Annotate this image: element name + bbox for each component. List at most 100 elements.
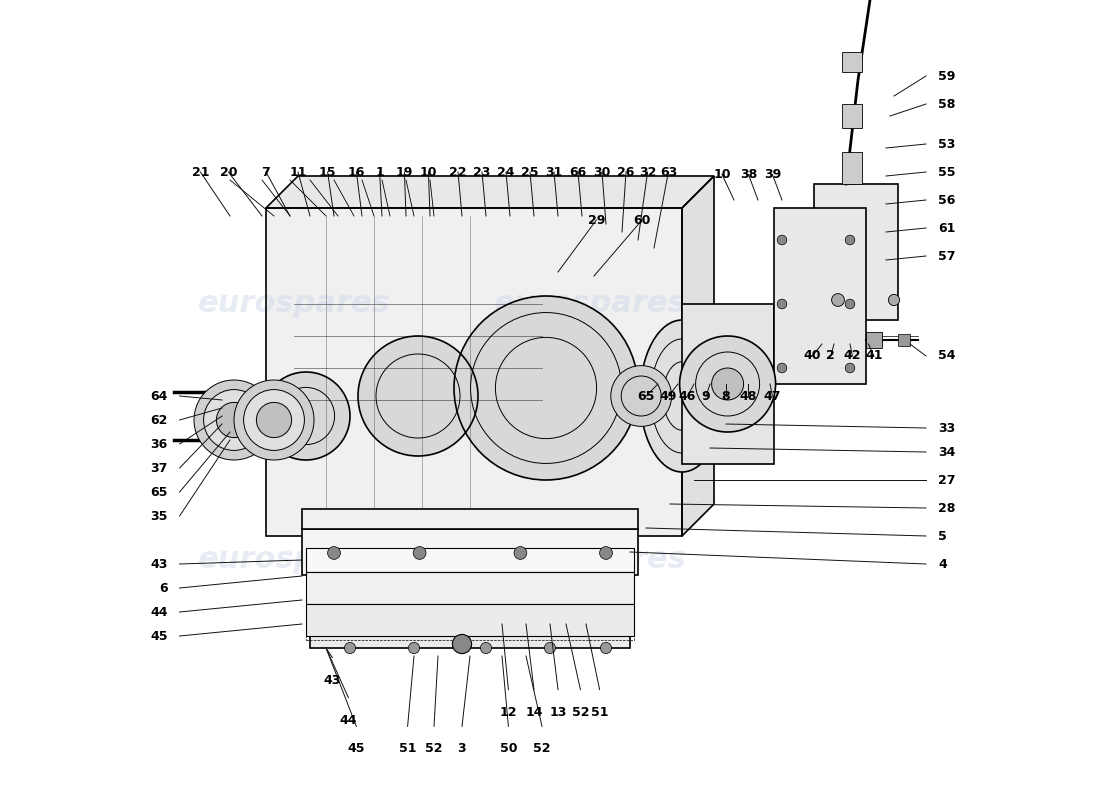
Bar [310, 582, 630, 648]
Circle shape [544, 642, 556, 654]
Text: 43: 43 [151, 558, 167, 570]
Text: 7: 7 [262, 166, 271, 178]
Text: 49: 49 [660, 390, 678, 402]
Bar [898, 334, 910, 346]
Bar [302, 530, 638, 575]
Text: 31: 31 [546, 166, 563, 178]
Text: 10: 10 [713, 168, 730, 181]
Text: 52: 52 [534, 742, 551, 755]
Text: 40: 40 [804, 350, 821, 362]
Text: 25: 25 [521, 166, 539, 178]
Text: 21: 21 [191, 166, 209, 178]
Circle shape [778, 299, 786, 309]
Bar [266, 208, 682, 536]
Text: 23: 23 [473, 166, 491, 178]
Text: 9: 9 [702, 390, 711, 402]
Text: 30: 30 [593, 166, 611, 178]
Text: 53: 53 [938, 138, 956, 150]
Circle shape [234, 380, 313, 460]
Circle shape [328, 546, 340, 559]
Circle shape [610, 366, 672, 426]
Text: 8: 8 [722, 390, 730, 402]
Bar [814, 184, 898, 320]
Text: 20: 20 [220, 166, 238, 178]
Circle shape [452, 634, 472, 654]
Text: 32: 32 [639, 166, 657, 178]
Text: 5: 5 [938, 530, 947, 542]
Text: 29: 29 [587, 214, 605, 226]
Text: 19: 19 [396, 166, 414, 178]
Text: 4: 4 [938, 558, 947, 570]
Bar [842, 52, 862, 72]
Circle shape [454, 296, 638, 480]
Text: 27: 27 [938, 474, 956, 486]
Text: 26: 26 [617, 166, 635, 178]
Text: 61: 61 [938, 222, 956, 234]
Circle shape [680, 336, 775, 432]
Circle shape [845, 235, 855, 245]
Polygon shape [266, 176, 714, 208]
Text: 52: 52 [572, 706, 590, 718]
Text: 1: 1 [375, 166, 384, 178]
Circle shape [845, 299, 855, 309]
Circle shape [262, 372, 350, 460]
Text: 65: 65 [637, 390, 654, 402]
Text: 44: 44 [340, 714, 358, 726]
Text: 37: 37 [151, 462, 167, 474]
Bar [306, 590, 634, 640]
Bar [842, 152, 862, 184]
Bar [306, 582, 634, 632]
Text: 11: 11 [289, 166, 307, 178]
Text: 12: 12 [499, 706, 517, 718]
Text: 2: 2 [826, 350, 835, 362]
Polygon shape [682, 176, 714, 536]
Text: 35: 35 [151, 510, 167, 522]
Text: 52: 52 [426, 742, 442, 755]
Text: eurospares: eurospares [494, 290, 686, 318]
Circle shape [408, 642, 419, 654]
Text: 36: 36 [151, 438, 167, 450]
Bar [774, 208, 866, 384]
Text: 56: 56 [938, 194, 956, 206]
Text: 51: 51 [399, 742, 416, 755]
Text: 54: 54 [938, 350, 956, 362]
Circle shape [832, 294, 845, 306]
Text: 41: 41 [866, 350, 882, 362]
Ellipse shape [640, 320, 724, 472]
Bar [682, 304, 774, 464]
Text: 3: 3 [458, 742, 466, 755]
Text: 39: 39 [763, 168, 781, 181]
Text: 60: 60 [634, 214, 651, 226]
Circle shape [481, 642, 492, 654]
Text: 38: 38 [740, 168, 757, 181]
Text: 42: 42 [844, 350, 861, 362]
Text: 43: 43 [323, 674, 341, 686]
Circle shape [600, 546, 613, 559]
Text: 45: 45 [348, 742, 365, 755]
Text: 45: 45 [150, 630, 167, 642]
Text: 51: 51 [591, 706, 608, 718]
Circle shape [778, 235, 786, 245]
Text: eurospares: eurospares [198, 546, 390, 574]
Text: 46: 46 [679, 390, 696, 402]
Text: 65: 65 [151, 486, 167, 498]
Text: 66: 66 [570, 166, 586, 178]
Circle shape [778, 363, 786, 373]
Text: 28: 28 [938, 502, 956, 514]
Bar [306, 548, 634, 572]
Circle shape [204, 390, 264, 450]
Circle shape [845, 363, 855, 373]
Text: 47: 47 [763, 390, 781, 402]
Text: 58: 58 [938, 98, 956, 110]
Text: eurospares: eurospares [494, 546, 686, 574]
Circle shape [194, 380, 274, 460]
Circle shape [414, 546, 426, 559]
Text: 15: 15 [319, 166, 337, 178]
Circle shape [217, 402, 252, 438]
Text: 13: 13 [549, 706, 566, 718]
Bar [306, 572, 634, 604]
Circle shape [344, 642, 355, 654]
Text: 6: 6 [160, 582, 167, 594]
Circle shape [889, 294, 900, 306]
Text: 57: 57 [938, 250, 956, 262]
